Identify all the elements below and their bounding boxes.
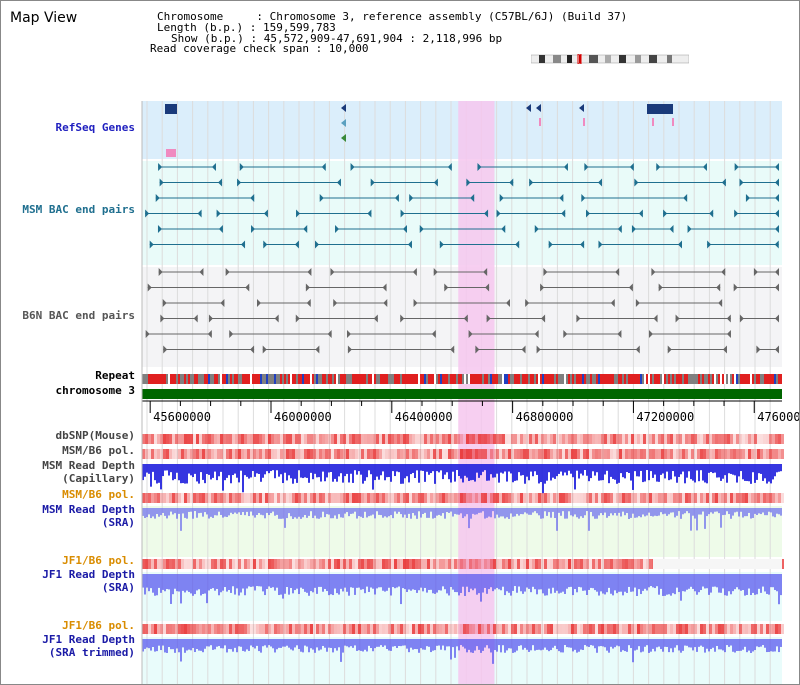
depth-jf1-depth-trim — [142, 639, 782, 664]
track-label-repeat: Repeat — [95, 369, 135, 382]
ruler-tick-label: 46400000 — [395, 410, 453, 424]
heat-dbsnp — [142, 434, 784, 444]
show-info: Show (b.p.) : 45,572,909-47,691,904 : 2,… — [171, 32, 503, 45]
repeat-track — [142, 374, 782, 384]
track-label-jf1-depth-trim: JF1 Read Depth — [42, 633, 135, 646]
track-label-jf1-depth: JF1 Read Depth — [42, 568, 135, 581]
heat-msm-pol-sra — [142, 493, 784, 503]
msm-bac-pairs — [145, 163, 779, 249]
track-label-jf1-depth: (SRA) — [102, 581, 135, 594]
track-label-b6n-bac: B6N BAC end pairs — [22, 309, 135, 322]
chromosome-info: Chromosome : Chromosome 3, reference ass… — [157, 10, 628, 23]
ruler — [142, 400, 782, 413]
refseq-genes — [165, 104, 674, 157]
depth-msm-depth-cap — [142, 464, 782, 494]
track-label-msm-depth-sra: MSM Read Depth — [42, 503, 135, 516]
depth-jf1-depth — [142, 574, 782, 605]
ruler-tick-label: 46800000 — [516, 410, 574, 424]
track-label-msm-pol-sra: MSM/B6 pol. — [62, 488, 135, 501]
ideogram-icon[interactable] — [531, 54, 689, 64]
track-label-dbsnp: dbSNP(Mouse) — [56, 429, 135, 442]
track-label-chromosome: chromosome 3 — [56, 384, 135, 397]
track-label-msm-bac: MSM BAC end pairs — [22, 203, 135, 216]
heat-msm-pol — [142, 449, 784, 459]
ruler-tick-label: 46000000 — [274, 410, 332, 424]
track-label-msm-depth-sra: (SRA) — [102, 516, 135, 529]
track-label-msm-depth-cap: (Capillary) — [62, 472, 135, 485]
jf1-pol-gap — [653, 559, 782, 569]
track-label-msm-depth-cap: MSM Read Depth — [42, 459, 135, 472]
read-span-info: Read coverage check span : 10,000 — [150, 42, 369, 55]
track-label-jf1-pol-trim: JF1/B6 pol. — [62, 619, 135, 632]
page-title: Map View — [10, 10, 78, 26]
track-label-msm-pol: MSM/B6 pol. — [62, 444, 135, 457]
depth-msm-depth-sra — [142, 508, 782, 531]
heat-jf1-pol-trim — [142, 624, 784, 634]
ruler-tick-label: 45600000 — [153, 410, 211, 424]
track-label-jf1-pol: JF1/B6 pol. — [62, 554, 135, 567]
track-label-refseq: RefSeq Genes — [56, 121, 135, 134]
chromosome-bar — [142, 389, 782, 399]
b6n-bac-pairs — [145, 268, 779, 354]
ruler-tick-label: 47600000 — [757, 410, 800, 424]
track-label-jf1-depth-trim: (SRA trimmed) — [49, 646, 135, 659]
length-info: Length (b.p.) : 159,599,783 — [157, 21, 336, 34]
ruler-tick-label: 47200000 — [636, 410, 694, 424]
